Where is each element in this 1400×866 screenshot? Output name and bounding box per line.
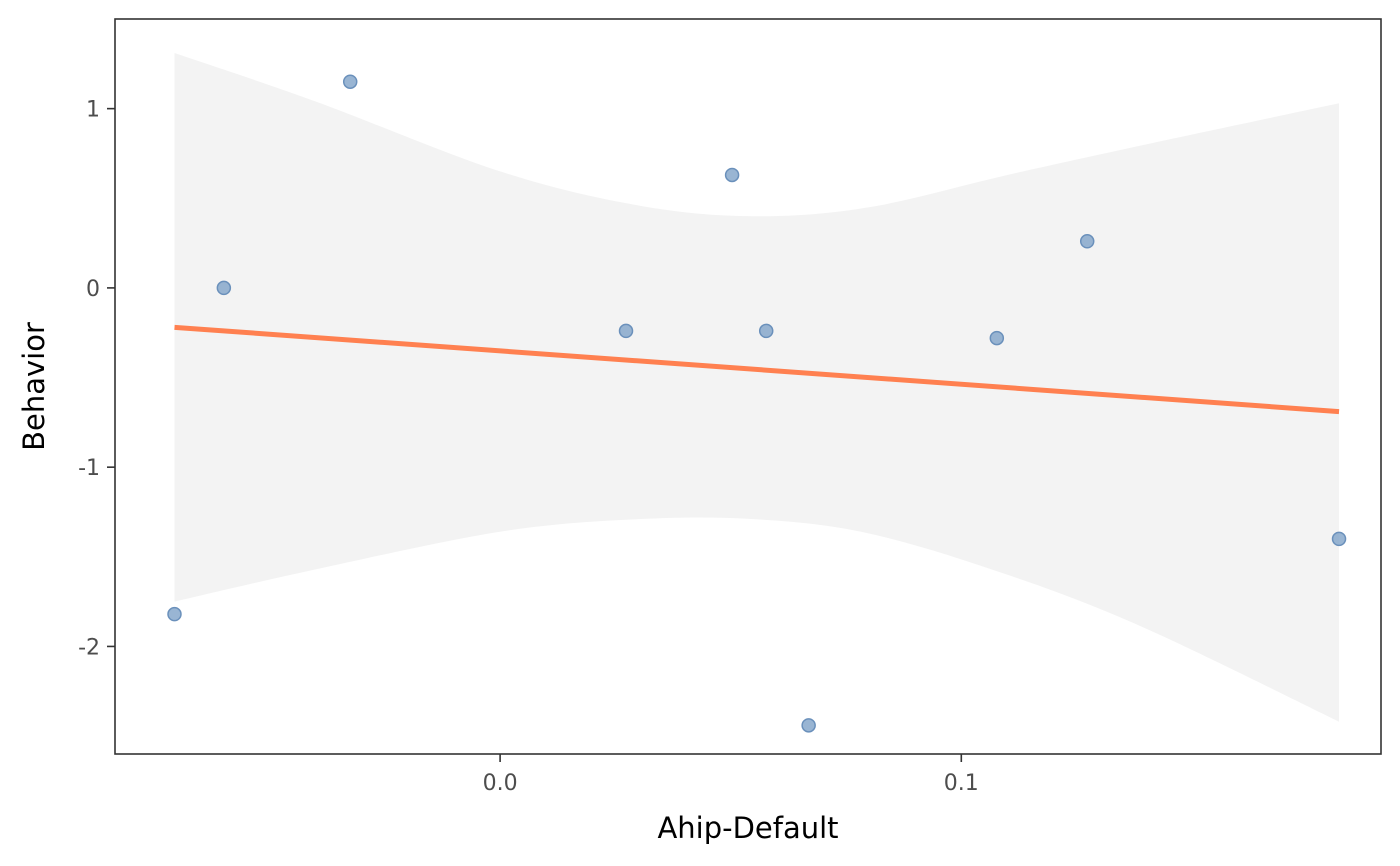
confidence-band-layer [174, 53, 1340, 722]
data-point-1 [167, 606, 182, 622]
panel-border [114, 18, 1382, 755]
data-point-6 [758, 323, 774, 339]
x-tick-label-2: 0.1 [944, 771, 979, 796]
data-point-2 [216, 280, 232, 296]
y-axis-ticks: 1 0 -1 -2 [78, 98, 115, 660]
regression-line [174, 324, 1340, 415]
x-axis-title: Ahip-Default [657, 811, 838, 845]
data-point-8 [989, 330, 1005, 346]
y-tick-label-2: 0 [86, 277, 100, 302]
confidence-band [174, 53, 1340, 722]
data-point-10 [1331, 531, 1347, 547]
y-tick-label-1: 1 [86, 98, 100, 123]
data-point-5 [724, 167, 740, 183]
y-axis-title: Behavior [17, 322, 51, 451]
data-point-9 [1079, 234, 1095, 249]
y-tick-label-3: -1 [78, 456, 100, 481]
x-tick-label-1: 0.0 [483, 771, 518, 796]
data-point-4 [618, 323, 634, 339]
y-tick-label-4: -2 [78, 635, 100, 660]
data-point-3 [342, 74, 358, 89]
data-point-7 [801, 718, 816, 733]
x-axis-ticks: 0.0 0.1 [483, 754, 979, 796]
data-points-layer [167, 74, 1347, 733]
fit-line-layer [174, 324, 1340, 415]
